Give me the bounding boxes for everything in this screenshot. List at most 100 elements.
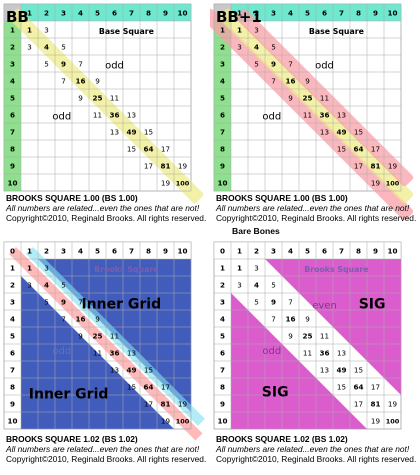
header-col-number: 7: [129, 9, 134, 18]
grid-group: 1 2 3 4 5 6 7 8 9 1012345678910149162536496481100…: [210, 3, 414, 221]
odd-number: 19: [388, 400, 398, 409]
odd-number: 11: [93, 111, 102, 120]
header-row-number: 3: [220, 298, 225, 307]
header-col-number: 6: [112, 9, 117, 18]
header-row-number: 1: [220, 26, 225, 35]
odd-number: 5: [271, 43, 276, 52]
odd-number: 15: [127, 383, 136, 392]
caption-copyright: Copyright©2010, Reginald Brooks. All rig…: [216, 454, 417, 464]
square-number: 1: [27, 26, 32, 35]
square-number: 100: [386, 180, 400, 188]
odd-number: 13: [337, 349, 346, 358]
sig-label: SIG: [359, 296, 386, 312]
pink-diagonal: [8, 246, 203, 441]
square-number: 16: [75, 315, 85, 324]
header-row-number: 7: [10, 128, 15, 137]
odd-number: 3: [237, 281, 242, 290]
grid-svg: 1 2 3 4 5 6 7 8 9 1012345678910149162536496481100…: [210, 3, 414, 221]
odd-number: 5: [44, 298, 49, 307]
header-row-number: 10: [217, 179, 227, 188]
header-col-number: 6: [112, 247, 117, 256]
panel-bb: 1 2 3 4 5 6 7 8 9 10 1 2 3 4 5 6 7 8 9 10 1 4 9 16 25 36 49 64 81 100…: [0, 0, 210, 237]
header-row-number: 8: [10, 145, 15, 154]
header-col-number: 4: [288, 247, 293, 256]
header-col-number: 1: [27, 9, 32, 18]
diagonal-band-lower: [210, 8, 414, 221]
header-row-number: 2: [10, 43, 15, 52]
caption-copyright: Copyright©2010, Reginald Brooks. All rig…: [6, 454, 207, 464]
odd-number: 15: [144, 366, 153, 375]
header-col-number: 10: [177, 247, 187, 256]
caption-bottom-right: BROOKS SQUARE 1.02 (BS 1.02) All numbers…: [216, 434, 416, 464]
odd-number: 19: [371, 417, 381, 426]
odd-number: 5: [271, 281, 276, 290]
odd-number: 7: [271, 77, 276, 86]
header-row-number: 6: [220, 349, 225, 358]
header-row-number: 9: [220, 162, 225, 171]
base-square-label: Base Square: [99, 27, 154, 36]
odd-number: 5: [44, 60, 49, 69]
header-row-number: 8: [220, 383, 225, 392]
odd-number: 17: [144, 162, 153, 171]
inner-grid-lower: [21, 276, 174, 429]
diagonal-band-upper-band: [235, 8, 414, 187]
odd-number: 9: [305, 77, 310, 86]
odd-number: 19: [371, 179, 381, 188]
square-number: 100: [176, 418, 190, 426]
odd-number: 13: [110, 128, 119, 137]
header-row-number: 6: [220, 111, 225, 120]
odd-number: 19: [178, 162, 188, 171]
header-col-number: 1: [27, 247, 32, 256]
even-label: even: [312, 300, 337, 311]
odd-number: 15: [354, 128, 363, 137]
bare-bones-label: Bare Bones: [232, 226, 280, 236]
odd-number: 17: [161, 145, 170, 154]
header-row-number: 9: [10, 400, 15, 409]
odd-label: odd: [262, 112, 281, 123]
header-col-number: 9: [163, 9, 168, 18]
odd-number: 7: [288, 298, 293, 307]
odd-number: 3: [44, 26, 49, 35]
odd-number: 5: [61, 43, 66, 52]
odd-label: odd: [315, 61, 334, 72]
header-row-number: 1: [10, 264, 15, 273]
square-number: 36: [319, 111, 329, 120]
odd-number: 13: [110, 366, 119, 375]
odd-number: 13: [127, 349, 136, 358]
header-col-number: 4: [288, 9, 293, 18]
base-square-label: Base Square: [309, 27, 364, 36]
header-row-fill: [214, 242, 401, 259]
odd-number: 9: [288, 94, 293, 103]
odd-number: 15: [337, 145, 346, 154]
odd-number: 5: [254, 298, 259, 307]
diagonal-band-upper: [235, 8, 414, 187]
square-number: 4: [44, 281, 49, 290]
header-col-number: 2: [254, 247, 259, 256]
odd-number: 15: [337, 383, 346, 392]
odd-number: 13: [337, 111, 346, 120]
header-row-number: 8: [10, 383, 15, 392]
odd-number: 3: [27, 43, 32, 52]
header-col-number: 5: [95, 247, 100, 256]
header-col-number: 8: [146, 9, 151, 18]
square-number: 36: [109, 349, 119, 358]
header-col-number: 8: [356, 247, 361, 256]
header-col-number: 3: [61, 9, 66, 18]
caption-top-right: BROOKS SQUARE 1.00 (BS 1.00) All numbers…: [216, 193, 416, 223]
square-number: 81: [370, 162, 380, 171]
header-col-number: 2: [44, 247, 49, 256]
square-number: 64: [353, 145, 363, 154]
inner-grid-label: Inner Grid: [81, 296, 161, 312]
header-col-number: 5: [95, 9, 100, 18]
square-number: 81: [160, 162, 170, 171]
odd-number: 9: [78, 332, 83, 341]
odd-number: 15: [354, 366, 363, 375]
header-col-number: 7: [339, 9, 344, 18]
caption-title: BROOKS SQUARE 1.02 (BS 1.02): [216, 434, 348, 444]
header-col-number: 8: [356, 9, 361, 18]
square-number: 9: [271, 60, 276, 69]
header-row-number: 8: [220, 145, 225, 154]
odd-number: 9: [95, 315, 100, 324]
square-number: 49: [126, 366, 136, 375]
square-number: 36: [319, 349, 329, 358]
